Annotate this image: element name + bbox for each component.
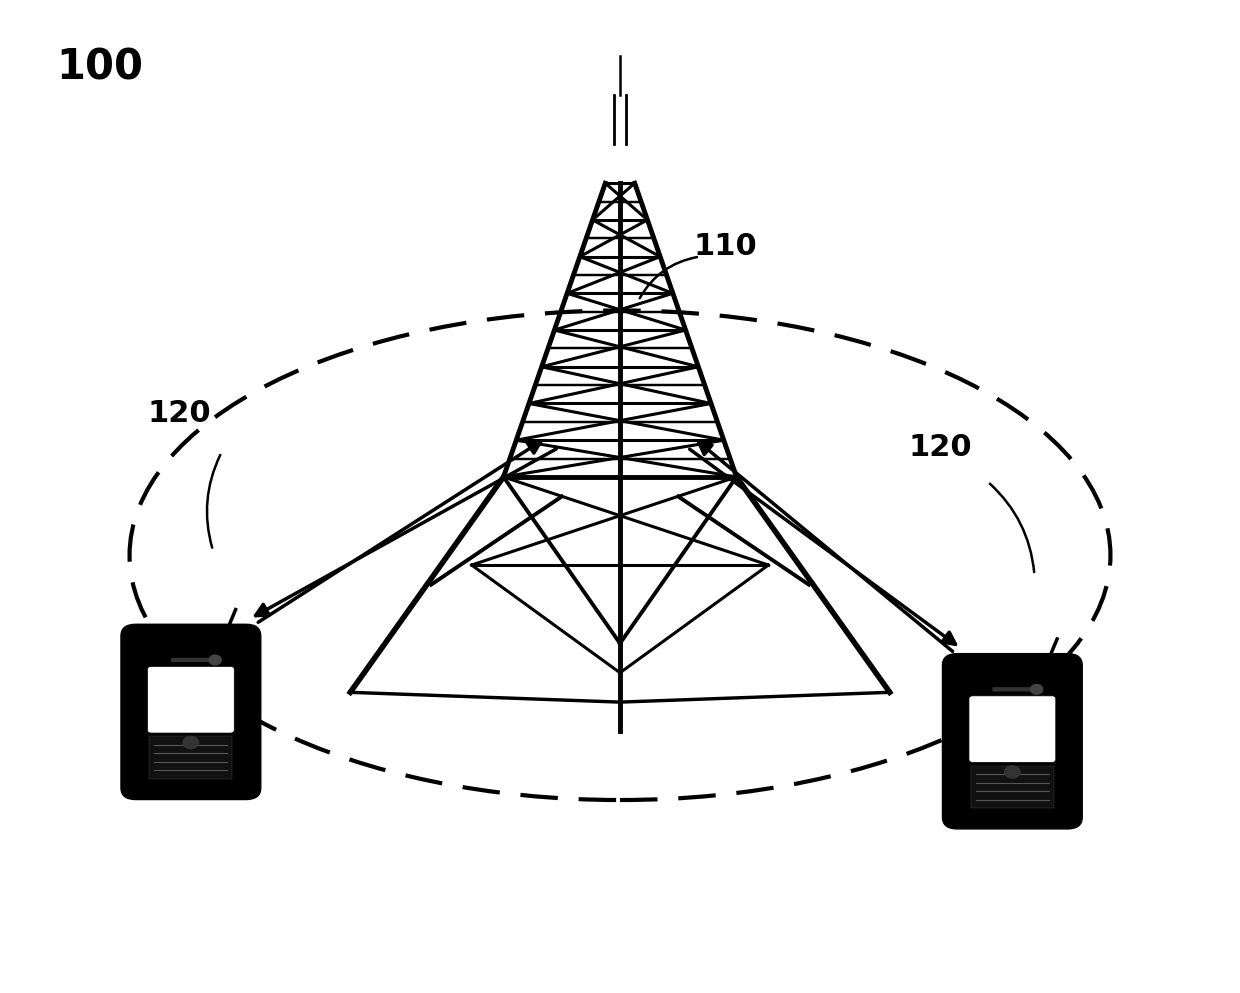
FancyBboxPatch shape [942,653,1083,829]
Bar [150,736,232,779]
Circle shape [1004,766,1021,779]
Circle shape [1030,684,1043,694]
Text: 120: 120 [908,433,972,462]
FancyBboxPatch shape [992,686,1033,692]
Text: 110: 110 [693,232,758,261]
FancyBboxPatch shape [968,696,1055,763]
Circle shape [184,737,198,749]
FancyBboxPatch shape [170,657,211,662]
Bar [971,766,1054,808]
FancyBboxPatch shape [122,625,260,799]
FancyBboxPatch shape [148,666,234,733]
Text: 120: 120 [148,398,212,428]
Circle shape [210,655,221,664]
Text: 100: 100 [56,46,143,88]
